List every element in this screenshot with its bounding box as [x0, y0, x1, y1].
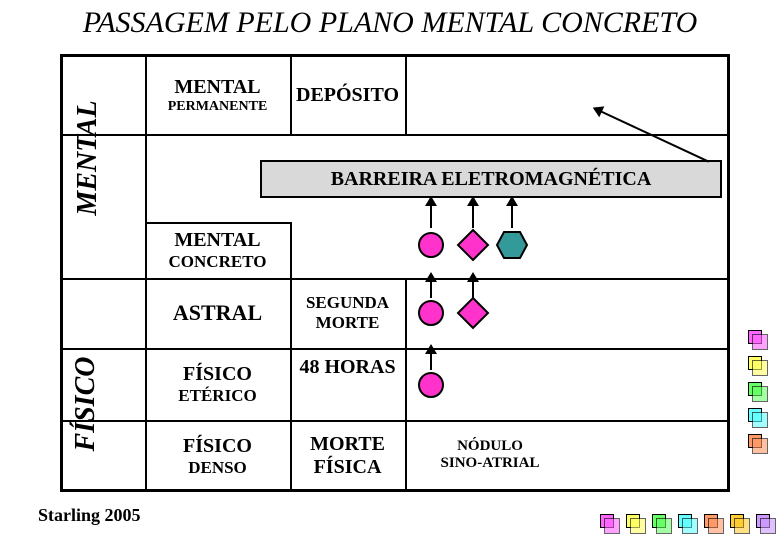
arrow-up-icon [472, 280, 474, 298]
side-label-mental: MENTAL [72, 98, 104, 218]
grid-col-2 [405, 54, 407, 134]
label-l1: NÓDULO [457, 438, 523, 455]
sublabel: PERMANENTE [168, 99, 268, 115]
hexagon-icon [496, 230, 528, 260]
arrow-up-icon [511, 204, 513, 228]
label-l2: SINO-ATRIAL [441, 455, 540, 472]
legend-square [652, 514, 666, 528]
legend-square [704, 514, 718, 528]
grid-row-0 [60, 134, 730, 136]
footer-credit: Starling 2005 [38, 505, 141, 526]
cell-segunda-morte: SEGUNDA MORTE [290, 282, 405, 344]
legend-square [748, 434, 762, 448]
legend-square [678, 514, 692, 528]
legend-square [748, 356, 762, 370]
arrow-up-icon [430, 204, 432, 228]
circle-icon [418, 232, 444, 258]
grid-row-2 [60, 348, 730, 350]
arrow-up-icon [472, 204, 474, 228]
label: DEPÓSITO [296, 84, 399, 107]
grid-row-mc [145, 278, 290, 280]
label: MENTAL [174, 229, 260, 252]
page-title: PASSAGEM PELO PLANO MENTAL CONCRETO [0, 0, 780, 42]
cell-astral: ASTRAL [145, 282, 290, 344]
circle-icon [418, 372, 444, 398]
legend-square [748, 382, 762, 396]
side-label-fisico: FÍSICO [70, 354, 102, 454]
cell-fisico-eterico: FÍSICO ETÉRICO [145, 352, 290, 416]
label-l2: MORTE [316, 313, 380, 333]
cell-fisico-denso: FÍSICO DENSO [145, 424, 290, 488]
cell-morte-fisica: MORTE FÍSICA [290, 424, 405, 488]
sublabel: DENSO [188, 458, 247, 478]
label-l2: FÍSICA [314, 456, 382, 479]
legend-square [730, 514, 744, 528]
cell-mental-permanente: MENTAL PERMANENTE [145, 60, 290, 130]
arrow-up-icon [430, 280, 432, 298]
label: ASTRAL [173, 300, 262, 326]
arrow-up-icon [430, 352, 432, 370]
label-l1: SEGUNDA [306, 293, 389, 313]
legend-square [600, 514, 614, 528]
legend-square [626, 514, 640, 528]
circle-icon [418, 300, 444, 326]
cell-deposito: DEPÓSITO [290, 60, 405, 130]
cell-mental-concreto: MENTAL CONCRETO [145, 224, 290, 276]
label: FÍSICO [183, 435, 252, 458]
legend-square [756, 514, 770, 528]
sublabel: CONCRETO [169, 252, 267, 272]
barrier-box: BARREIRA ELETROMAGNÉTICA [260, 160, 722, 198]
label-l1: MORTE [310, 433, 385, 456]
label: 48 HORAS [299, 356, 395, 379]
cell-nodulo: NÓDULO SINO-ATRIAL [405, 430, 575, 480]
diamond-icon [456, 228, 490, 262]
legend-square [748, 330, 762, 344]
legend-square [748, 408, 762, 422]
sublabel: ETÉRICO [178, 386, 256, 406]
label: MENTAL [174, 76, 260, 99]
label: FÍSICO [183, 363, 252, 386]
grid-row-3 [60, 420, 730, 422]
cell-48horas: 48 HORAS [290, 352, 405, 416]
grid-mc-right [290, 222, 292, 278]
diamond-icon [456, 296, 490, 330]
